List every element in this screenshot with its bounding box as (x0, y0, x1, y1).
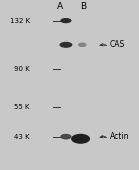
Text: 55 K: 55 K (14, 104, 30, 110)
Text: A: A (57, 2, 64, 11)
Ellipse shape (71, 134, 90, 144)
Text: B: B (80, 2, 86, 11)
Ellipse shape (60, 134, 71, 140)
Ellipse shape (78, 42, 87, 47)
Text: Actin: Actin (110, 132, 129, 141)
Text: CAS: CAS (110, 40, 125, 49)
Text: 132 K: 132 K (10, 18, 30, 24)
Ellipse shape (60, 18, 71, 23)
Ellipse shape (59, 42, 72, 48)
Text: 90 K: 90 K (14, 66, 30, 72)
Text: 43 K: 43 K (14, 134, 30, 140)
